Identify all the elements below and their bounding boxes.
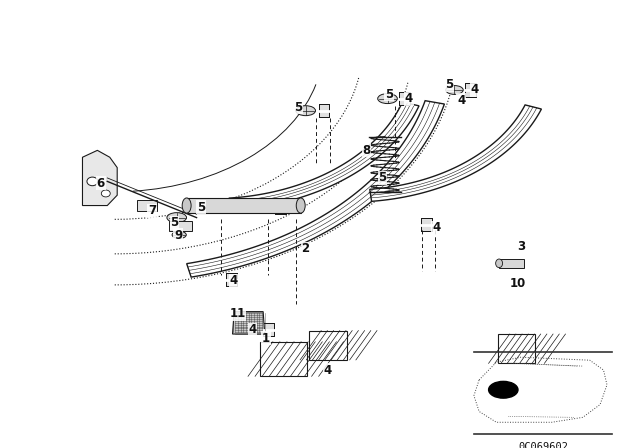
Text: 11: 11 xyxy=(230,307,246,320)
Ellipse shape xyxy=(445,86,463,95)
Ellipse shape xyxy=(296,198,305,213)
Text: 8: 8 xyxy=(363,144,371,157)
Bar xyxy=(319,104,330,117)
Text: 5: 5 xyxy=(385,88,393,101)
Polygon shape xyxy=(229,102,419,210)
Bar xyxy=(399,92,410,105)
Text: 2: 2 xyxy=(301,242,310,255)
Bar xyxy=(399,92,410,105)
Text: 5: 5 xyxy=(294,101,302,114)
Ellipse shape xyxy=(182,198,191,213)
Text: 0C069602: 0C069602 xyxy=(518,442,568,448)
Text: 5: 5 xyxy=(445,78,454,91)
Bar xyxy=(263,323,274,336)
Ellipse shape xyxy=(495,259,502,267)
Bar xyxy=(465,83,476,96)
Bar xyxy=(226,273,237,286)
Polygon shape xyxy=(309,331,347,360)
Polygon shape xyxy=(260,342,307,376)
Text: 4: 4 xyxy=(230,274,238,287)
Text: 5: 5 xyxy=(378,172,387,185)
Text: 5: 5 xyxy=(170,216,179,229)
Bar xyxy=(263,323,274,336)
Text: 10: 10 xyxy=(509,277,525,290)
Text: 4: 4 xyxy=(432,221,440,234)
Text: 4: 4 xyxy=(404,92,413,105)
Bar xyxy=(137,200,157,211)
Polygon shape xyxy=(498,334,535,363)
Polygon shape xyxy=(187,101,444,277)
Bar xyxy=(499,259,524,267)
Text: 5: 5 xyxy=(197,201,205,214)
Bar xyxy=(465,83,476,96)
Bar xyxy=(420,218,431,231)
Text: 4: 4 xyxy=(470,83,479,96)
Bar xyxy=(226,273,237,286)
Text: 3: 3 xyxy=(517,241,525,254)
Ellipse shape xyxy=(172,231,186,238)
Text: 1: 1 xyxy=(262,332,270,345)
Bar xyxy=(216,200,227,213)
Bar xyxy=(187,198,301,213)
Bar xyxy=(319,104,330,117)
Bar xyxy=(169,221,191,232)
Ellipse shape xyxy=(378,94,397,103)
Ellipse shape xyxy=(87,177,98,186)
Ellipse shape xyxy=(296,106,316,116)
Bar xyxy=(216,200,227,213)
Ellipse shape xyxy=(167,213,186,223)
Bar xyxy=(275,201,286,214)
Polygon shape xyxy=(370,105,541,201)
Text: 6: 6 xyxy=(97,177,105,190)
Text: 4: 4 xyxy=(324,364,332,377)
Ellipse shape xyxy=(257,203,275,212)
Polygon shape xyxy=(83,151,117,206)
Circle shape xyxy=(488,381,518,398)
Text: 9: 9 xyxy=(174,229,182,242)
Ellipse shape xyxy=(101,190,110,197)
Polygon shape xyxy=(232,312,265,334)
Ellipse shape xyxy=(196,203,214,212)
Text: 7: 7 xyxy=(148,204,156,217)
Bar xyxy=(275,201,286,214)
Text: 4: 4 xyxy=(457,94,465,107)
Bar xyxy=(420,218,431,231)
Text: 4: 4 xyxy=(248,323,257,336)
